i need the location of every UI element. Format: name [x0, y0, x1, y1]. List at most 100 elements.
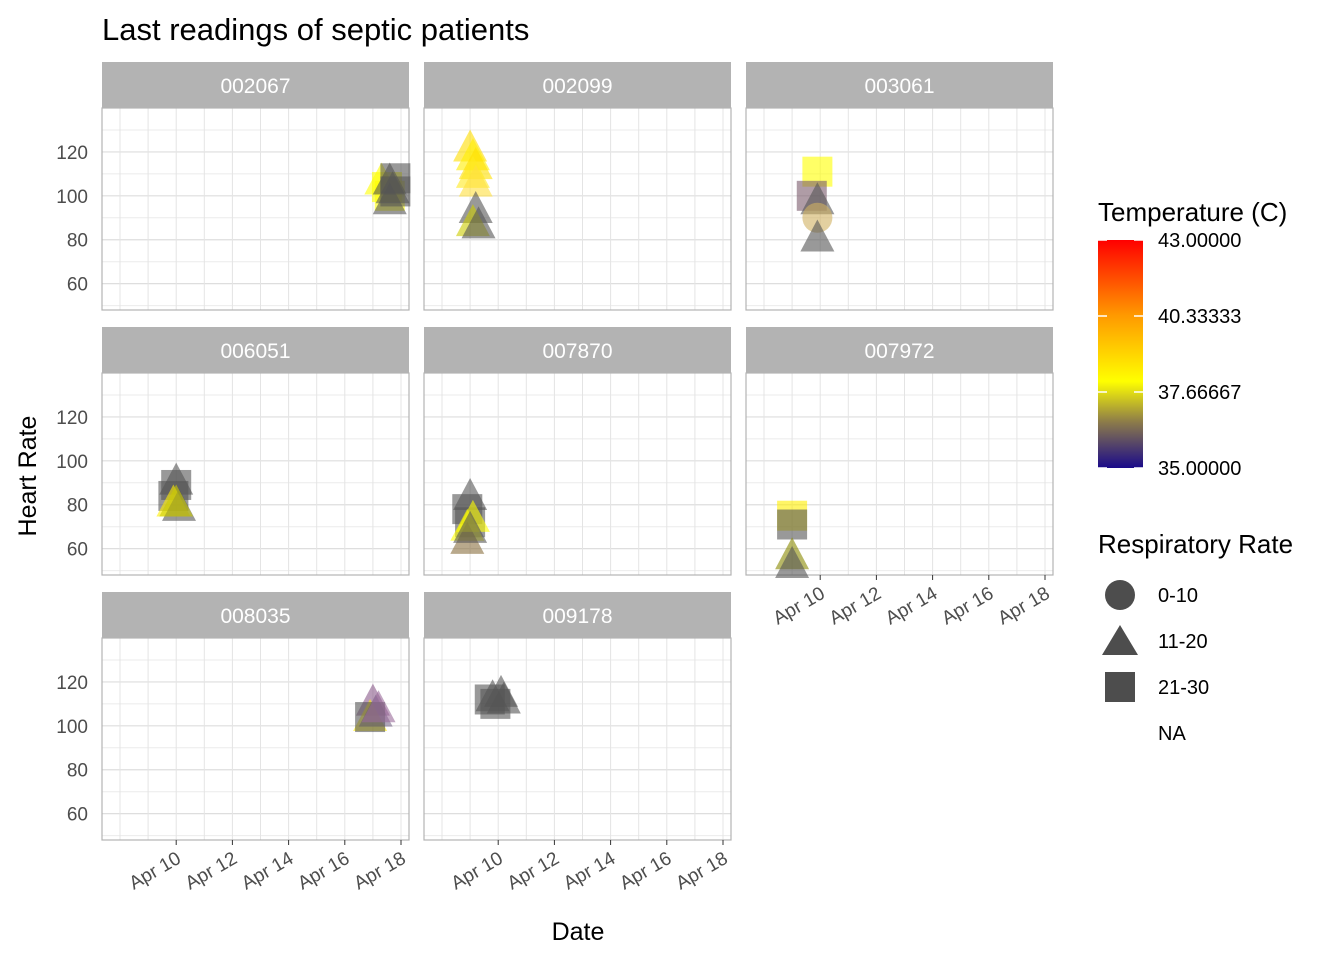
facet-panel-003061: 003061 [745, 62, 1054, 311]
facet-strip-label: 002099 [542, 75, 612, 98]
y-tick-label: 100 [56, 717, 88, 738]
data-points [474, 674, 521, 719]
shape-legend-label: 21-30 [1158, 677, 1209, 699]
data-point [380, 176, 411, 207]
shape-legend-title: Respiratory Rate [1098, 529, 1293, 559]
facet-panels: 002067 60 80 100 120 002099 003061 006051 60 80 10… [56, 62, 1054, 841]
y-tick-label: 100 [56, 452, 88, 473]
y-tick-label: 100 [56, 187, 88, 208]
facet-strip-label: 007972 [864, 340, 934, 363]
y-tick-label: 60 [67, 540, 88, 561]
shape-legend-key-circle [1105, 580, 1135, 610]
color-legend-label: 35.00000 [1158, 458, 1241, 480]
data-point [159, 462, 194, 495]
y-tick-label: 120 [56, 673, 88, 694]
data-points [364, 162, 411, 215]
color-legend-title: Temperature (C) [1098, 197, 1287, 227]
data-points [156, 462, 197, 521]
panel-frame [101, 637, 410, 841]
facet-strip [424, 62, 731, 108]
facet-panel-006051: 006051 60 80 100 120 [56, 327, 410, 576]
shape-legend-label: 11-20 [1158, 631, 1208, 653]
y-tick-label: 80 [67, 231, 88, 252]
panel-frame [745, 107, 1054, 311]
x-tick-label: Apr 16 [938, 583, 997, 629]
data-point [777, 509, 808, 540]
y-tick-label: 120 [56, 408, 88, 429]
data-point [361, 690, 396, 723]
facet-panel-007870: 007870 [423, 327, 732, 576]
facet-panel-002099: 002099 [423, 62, 732, 311]
x-tick-label: Apr 18 [351, 848, 410, 894]
data-point [802, 202, 833, 233]
x-tick-label: Apr 12 [182, 848, 241, 894]
panel-grid [102, 108, 409, 310]
chart-title: Last readings of septic patients [102, 12, 529, 47]
x-tick-label: Apr 14 [238, 848, 297, 894]
facet-strip-label: 009178 [542, 605, 612, 628]
facet-strip-label: 007870 [542, 340, 612, 363]
panel-frame [745, 372, 1054, 576]
facet-strip-label: 008035 [220, 605, 290, 628]
facet-panel-007972: 007972 [745, 327, 1054, 579]
shape-legend-label: 0-10 [1158, 585, 1198, 607]
y-tick-label: 120 [56, 143, 88, 164]
facet-strip-label: 006051 [220, 340, 290, 363]
data-point [775, 546, 810, 579]
panel-grid [424, 638, 731, 840]
x-tick-label: Apr 16 [294, 848, 353, 894]
shape-legend-label: NA [1158, 723, 1186, 745]
data-point [475, 679, 510, 712]
x-tick-label: Apr 18 [995, 583, 1054, 629]
data-points [775, 500, 810, 579]
data-points [453, 129, 496, 239]
facet-strip [424, 327, 731, 373]
color-legend-label: 37.66667 [1158, 382, 1241, 404]
y-tick-label: 60 [67, 275, 88, 296]
x-tick-label: Apr 14 [882, 583, 941, 629]
data-point [458, 164, 493, 197]
y-tick-label: 80 [67, 761, 88, 782]
facet-strip [424, 592, 731, 638]
shape-legend-entries: 0-10 11-20 21-30 NA [1102, 580, 1209, 745]
x-axis-title: Date [552, 918, 605, 946]
facet-panel-009178: 009178 [423, 592, 732, 841]
color-legend-ticks: 43.00000 40.33333 37.66667 35.00000 [1098, 230, 1241, 480]
facet-strip [746, 62, 1053, 108]
data-point [800, 219, 835, 252]
data-point [461, 206, 496, 239]
data-points [450, 477, 490, 554]
panel-grid [102, 638, 409, 840]
x-tick-label: Apr 10 [126, 848, 185, 894]
facet-strip [746, 327, 1053, 373]
y-axis-title: Heart Rate [14, 416, 42, 537]
data-points [796, 156, 835, 252]
data-points [353, 683, 396, 733]
data-point [159, 484, 194, 517]
facet-panel-008035: 008035 60 80 100 120 [56, 592, 410, 841]
x-tick-label: Apr 12 [826, 583, 885, 629]
panel-grid [102, 373, 409, 575]
color-legend-label: 40.33333 [1158, 306, 1241, 328]
facet-strip-label: 002067 [220, 75, 290, 98]
data-point [453, 510, 488, 543]
x-tick-label: Apr 12 [504, 848, 563, 894]
x-tick-label: Apr 16 [616, 848, 675, 894]
shape-legend-key-triangle [1102, 625, 1138, 655]
color-legend-label: 43.00000 [1158, 230, 1241, 252]
y-tick-label: 60 [67, 805, 88, 826]
facet-strip [102, 62, 409, 108]
facet-strip [102, 327, 409, 373]
y-tick-label: 80 [67, 496, 88, 517]
legend: Temperature (C) 43.00000 40.33333 37.66667… [1098, 197, 1293, 745]
panel-frame [423, 637, 732, 841]
facet-strip-label: 003061 [864, 75, 934, 98]
x-tick-label: Apr 14 [560, 848, 619, 894]
panel-frame [423, 107, 732, 311]
facet-strip [102, 592, 409, 638]
x-tick-label: Apr 18 [673, 848, 732, 894]
color-legend-bar [1098, 240, 1143, 468]
panel-frame [101, 107, 410, 311]
x-tick-label: Apr 10 [770, 583, 829, 629]
